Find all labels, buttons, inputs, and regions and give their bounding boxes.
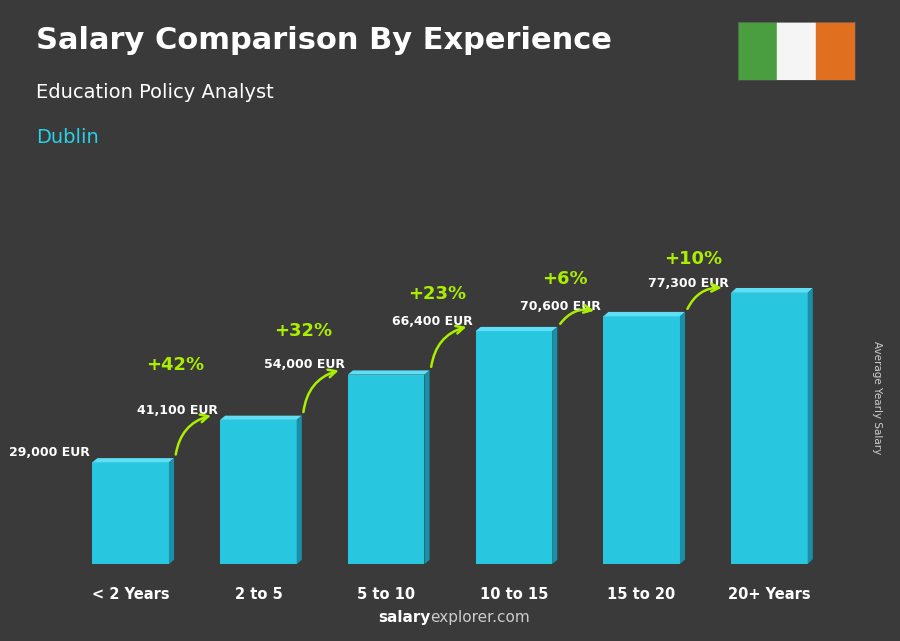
Text: +32%: +32%	[274, 322, 332, 340]
Text: explorer.com: explorer.com	[430, 610, 530, 625]
Polygon shape	[475, 331, 553, 564]
Polygon shape	[297, 415, 302, 564]
Polygon shape	[475, 327, 557, 331]
Polygon shape	[169, 458, 174, 564]
Text: 2 to 5: 2 to 5	[235, 587, 283, 603]
Polygon shape	[603, 312, 685, 317]
Text: salary: salary	[378, 610, 430, 625]
Text: Average Yearly Salary: Average Yearly Salary	[872, 341, 883, 454]
Text: 15 to 20: 15 to 20	[608, 587, 676, 603]
Polygon shape	[220, 420, 297, 564]
Text: 70,600 EUR: 70,600 EUR	[520, 300, 600, 313]
Polygon shape	[93, 458, 174, 462]
Text: Education Policy Analyst: Education Policy Analyst	[36, 83, 274, 103]
Text: 20+ Years: 20+ Years	[728, 587, 811, 603]
Polygon shape	[220, 415, 302, 420]
Text: Dublin: Dublin	[36, 128, 99, 147]
Polygon shape	[347, 374, 425, 564]
Text: < 2 Years: < 2 Years	[92, 587, 169, 603]
Text: 29,000 EUR: 29,000 EUR	[9, 446, 90, 459]
Polygon shape	[807, 288, 813, 564]
Polygon shape	[347, 370, 429, 374]
Bar	[777, 22, 816, 80]
Text: 41,100 EUR: 41,100 EUR	[137, 404, 218, 417]
Text: Salary Comparison By Experience: Salary Comparison By Experience	[36, 26, 612, 54]
Text: 77,300 EUR: 77,300 EUR	[648, 276, 728, 290]
Text: 66,400 EUR: 66,400 EUR	[392, 315, 473, 328]
Polygon shape	[425, 370, 429, 564]
Bar	[738, 22, 777, 80]
Text: 5 to 10: 5 to 10	[357, 587, 415, 603]
Polygon shape	[603, 317, 680, 564]
Text: 10 to 15: 10 to 15	[480, 587, 548, 603]
Text: +10%: +10%	[663, 250, 722, 269]
Polygon shape	[93, 462, 169, 564]
Polygon shape	[731, 293, 807, 564]
Polygon shape	[680, 312, 685, 564]
Polygon shape	[553, 327, 557, 564]
Text: +6%: +6%	[542, 271, 588, 288]
Text: +23%: +23%	[409, 285, 466, 303]
Polygon shape	[731, 288, 813, 293]
Text: +42%: +42%	[147, 356, 204, 374]
Text: 54,000 EUR: 54,000 EUR	[265, 358, 346, 371]
Bar	[816, 22, 855, 80]
